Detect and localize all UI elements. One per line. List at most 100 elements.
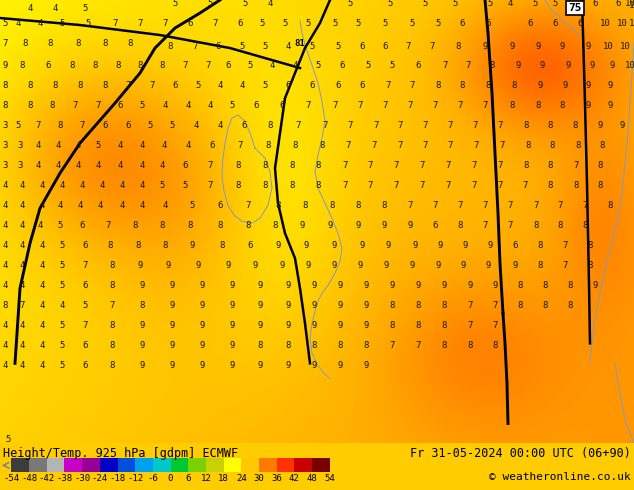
Text: 7: 7 <box>207 181 212 190</box>
Text: 8: 8 <box>436 80 441 90</box>
Text: 6: 6 <box>183 161 188 170</box>
Text: 7: 7 <box>389 341 395 350</box>
Text: 4: 4 <box>162 100 167 110</box>
Text: 9: 9 <box>512 261 518 270</box>
Text: 8: 8 <box>509 100 515 110</box>
Text: 8: 8 <box>567 301 573 310</box>
Text: 4: 4 <box>139 161 145 170</box>
Text: 7: 7 <box>467 301 473 310</box>
Text: 9: 9 <box>311 301 317 310</box>
Text: 18: 18 <box>218 474 229 483</box>
Text: 4: 4 <box>207 100 212 110</box>
Text: 7: 7 <box>95 100 101 110</box>
Text: 7: 7 <box>207 161 212 170</box>
Text: 8: 8 <box>485 80 491 90</box>
Text: 4: 4 <box>19 201 25 210</box>
Text: 8: 8 <box>285 341 290 350</box>
Text: 4: 4 <box>3 361 8 370</box>
Text: 9: 9 <box>590 61 595 70</box>
Text: 8: 8 <box>526 141 531 149</box>
Text: 6: 6 <box>432 220 437 230</box>
Bar <box>11 458 29 472</box>
Text: 9: 9 <box>385 241 391 250</box>
Text: 7: 7 <box>398 121 403 130</box>
Text: 7: 7 <box>212 19 217 27</box>
Text: 7: 7 <box>415 341 421 350</box>
Text: 9: 9 <box>619 121 624 130</box>
Text: 7: 7 <box>410 80 415 90</box>
Text: 6: 6 <box>359 42 365 50</box>
Text: 8: 8 <box>19 61 25 70</box>
Text: 9: 9 <box>199 321 205 330</box>
Text: 6: 6 <box>117 100 123 110</box>
Text: 9: 9 <box>303 241 309 250</box>
Text: 8: 8 <box>219 241 224 250</box>
Text: 7: 7 <box>472 121 477 130</box>
Text: 8: 8 <box>467 341 473 350</box>
Text: 5: 5 <box>190 201 195 210</box>
Text: 9: 9 <box>585 80 591 90</box>
Text: 8: 8 <box>441 301 447 310</box>
Text: 7: 7 <box>183 61 188 70</box>
Text: 8: 8 <box>517 281 522 290</box>
Text: 7: 7 <box>432 100 437 110</box>
Text: 8: 8 <box>3 80 8 90</box>
Text: 5: 5 <box>159 181 165 190</box>
Text: 8: 8 <box>389 321 395 330</box>
Text: 8: 8 <box>235 161 241 170</box>
Text: 7: 7 <box>79 121 85 130</box>
Text: 7: 7 <box>445 161 451 170</box>
Text: -18: -18 <box>110 474 126 483</box>
Text: 9: 9 <box>257 301 262 310</box>
Text: 9: 9 <box>363 301 369 310</box>
Text: 7: 7 <box>162 19 167 27</box>
Text: 30: 30 <box>254 474 264 483</box>
Text: 4: 4 <box>19 281 25 290</box>
Text: 9: 9 <box>332 261 337 270</box>
Text: 8: 8 <box>262 161 268 170</box>
Text: Height/Temp. 925 hPa [gdpm] ECMWF: Height/Temp. 925 hPa [gdpm] ECMWF <box>3 447 238 460</box>
Text: 8: 8 <box>275 201 281 210</box>
Text: 3: 3 <box>3 161 8 170</box>
Text: 8: 8 <box>599 141 605 149</box>
Text: 8: 8 <box>511 80 517 90</box>
Text: 5: 5 <box>3 19 8 27</box>
Text: 4: 4 <box>39 241 44 250</box>
Text: 9: 9 <box>363 281 369 290</box>
Text: 4: 4 <box>217 80 223 90</box>
Text: 9: 9 <box>199 361 205 370</box>
Text: 6: 6 <box>254 100 259 110</box>
Text: 7: 7 <box>405 42 411 50</box>
Text: 8: 8 <box>337 341 343 350</box>
Text: 9: 9 <box>285 361 290 370</box>
Text: 9: 9 <box>355 220 361 230</box>
Text: 9: 9 <box>230 341 235 350</box>
Text: 8: 8 <box>49 100 55 110</box>
Text: 7: 7 <box>109 301 115 310</box>
Text: 7: 7 <box>346 141 351 149</box>
Text: 9: 9 <box>225 261 231 270</box>
Text: 4: 4 <box>3 220 8 230</box>
Text: 5: 5 <box>172 0 178 7</box>
Text: 4: 4 <box>39 361 44 370</box>
Text: 6: 6 <box>616 0 621 7</box>
Text: 7: 7 <box>507 220 513 230</box>
Text: 9: 9 <box>482 42 488 50</box>
Text: 6: 6 <box>527 19 533 27</box>
Text: 9: 9 <box>230 301 235 310</box>
Text: 8: 8 <box>268 121 273 130</box>
Text: 8: 8 <box>133 220 138 230</box>
Text: 8: 8 <box>109 361 115 370</box>
Text: 48: 48 <box>307 474 318 483</box>
Text: 7: 7 <box>467 321 473 330</box>
Text: 5: 5 <box>488 0 493 7</box>
Text: 9: 9 <box>257 321 262 330</box>
Text: 9: 9 <box>358 261 363 270</box>
Text: 8: 8 <box>109 321 115 330</box>
Text: 7: 7 <box>557 201 563 210</box>
Text: 5: 5 <box>335 42 340 50</box>
Text: 7: 7 <box>385 80 391 90</box>
Bar <box>242 458 259 472</box>
Text: 42: 42 <box>289 474 300 483</box>
Text: 7: 7 <box>407 201 413 210</box>
